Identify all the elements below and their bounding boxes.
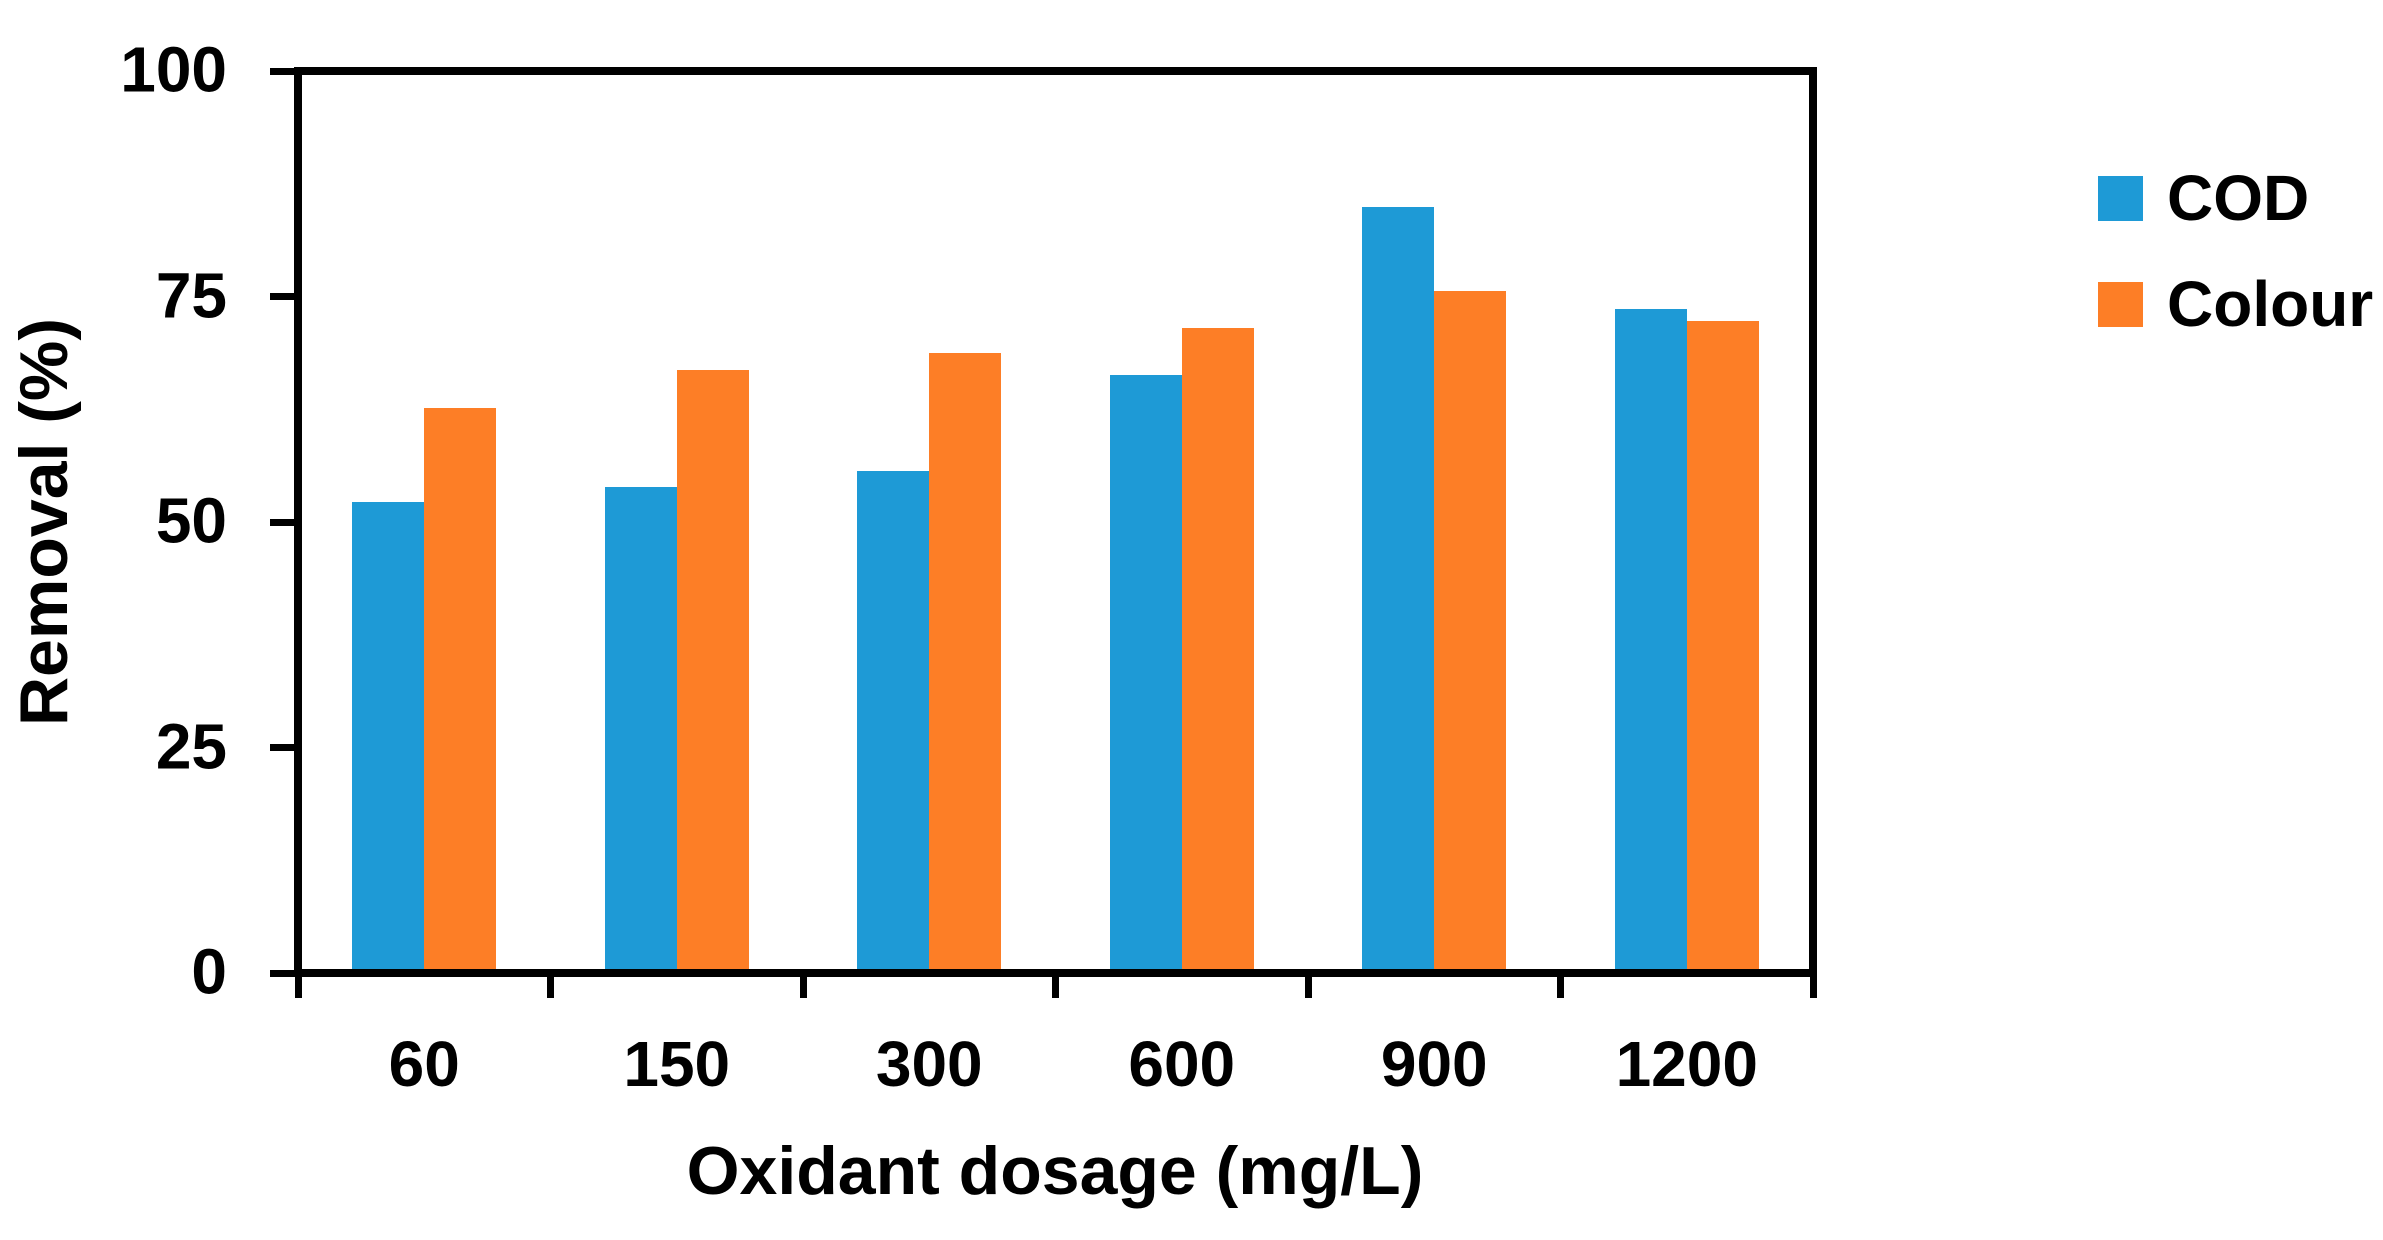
x-axis-tick	[1304, 977, 1312, 998]
y-tick-label: 75	[155, 259, 227, 332]
cod-series-swatch	[2098, 175, 2143, 221]
bar-cod-600	[1109, 374, 1182, 969]
x-tick-label: 1200	[1615, 1028, 1758, 1100]
x-axis-tick	[294, 977, 302, 998]
bar-cod-300	[857, 470, 930, 969]
x-tick-label: 300	[875, 1028, 983, 1100]
x-tick-label: 60	[388, 1028, 460, 1100]
x-tick-label: 150	[623, 1028, 731, 1100]
bar-colour-150	[676, 369, 749, 969]
y-axis-title: Removal (%)	[6, 317, 82, 727]
y-axis-tick	[270, 969, 294, 977]
y-axis-tick	[270, 67, 294, 75]
x-axis-tick	[547, 977, 554, 998]
legend-item-colour: Colour	[2098, 266, 2373, 342]
bar-cod-150	[604, 486, 677, 969]
legend-label-cod: COD	[2167, 162, 2310, 234]
bar-cod-60	[352, 502, 425, 969]
colour-series-swatch	[2098, 281, 2143, 327]
legend: COD Colour	[2098, 160, 2373, 342]
x-axis-title: Oxidant dosage (mg/L)	[686, 1133, 1424, 1209]
x-axis-tick	[1809, 977, 1817, 998]
legend-label-colour: Colour	[2167, 268, 2374, 340]
plot-area-frame	[294, 67, 1817, 977]
x-axis-tick	[1557, 977, 1564, 998]
x-tick-label: 600	[1128, 1028, 1236, 1100]
bar-cod-1200	[1614, 309, 1687, 969]
y-axis-tick	[270, 518, 294, 526]
x-axis-tick	[1052, 977, 1059, 998]
y-tick-label: 0	[191, 935, 227, 1008]
x-tick-label: 900	[1380, 1028, 1488, 1100]
bar-colour-1200	[1686, 320, 1759, 969]
x-axis-tick	[799, 977, 807, 998]
y-axis-tick	[270, 293, 294, 300]
bar-colour-600	[1181, 328, 1254, 969]
bar-cod-900	[1362, 207, 1435, 969]
y-tick-label: 50	[155, 484, 227, 557]
bar-colour-900	[1434, 291, 1507, 969]
bar-colour-60	[424, 408, 497, 969]
y-tick-label: 100	[120, 33, 227, 106]
y-axis-tick	[270, 744, 294, 751]
bar-colour-300	[929, 353, 1002, 969]
legend-item-cod: COD	[2098, 160, 2373, 236]
y-tick-label: 25	[155, 710, 227, 783]
